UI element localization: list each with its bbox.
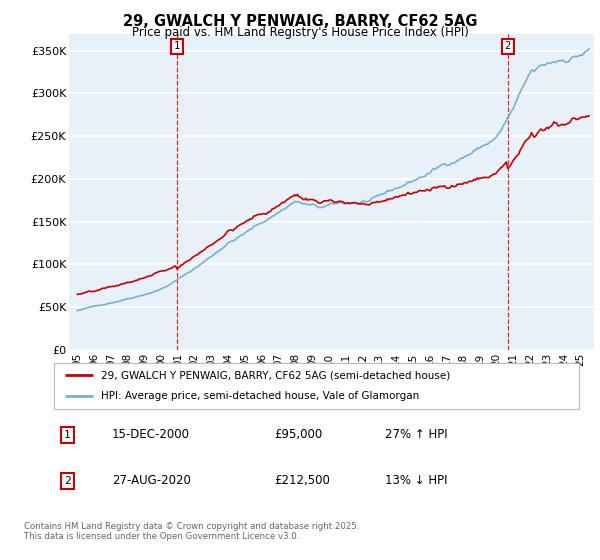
Text: 15-DEC-2000: 15-DEC-2000 bbox=[112, 428, 190, 441]
Text: 2: 2 bbox=[505, 41, 511, 52]
Text: 29, GWALCH Y PENWAIG, BARRY, CF62 5AG (semi-detached house): 29, GWALCH Y PENWAIG, BARRY, CF62 5AG (s… bbox=[101, 370, 451, 380]
Text: Price paid vs. HM Land Registry's House Price Index (HPI): Price paid vs. HM Land Registry's House … bbox=[131, 26, 469, 39]
Text: 1: 1 bbox=[64, 430, 71, 440]
Text: 2: 2 bbox=[64, 476, 71, 486]
Text: Contains HM Land Registry data © Crown copyright and database right 2025.
This d: Contains HM Land Registry data © Crown c… bbox=[24, 522, 359, 542]
Text: 27-AUG-2020: 27-AUG-2020 bbox=[112, 474, 191, 487]
Text: £95,000: £95,000 bbox=[275, 428, 323, 441]
Text: 13% ↓ HPI: 13% ↓ HPI bbox=[385, 474, 447, 487]
Text: £212,500: £212,500 bbox=[275, 474, 331, 487]
Text: HPI: Average price, semi-detached house, Vale of Glamorgan: HPI: Average price, semi-detached house,… bbox=[101, 391, 419, 402]
Text: 29, GWALCH Y PENWAIG, BARRY, CF62 5AG: 29, GWALCH Y PENWAIG, BARRY, CF62 5AG bbox=[123, 14, 477, 29]
Text: 27% ↑ HPI: 27% ↑ HPI bbox=[385, 428, 448, 441]
Text: 1: 1 bbox=[174, 41, 181, 52]
